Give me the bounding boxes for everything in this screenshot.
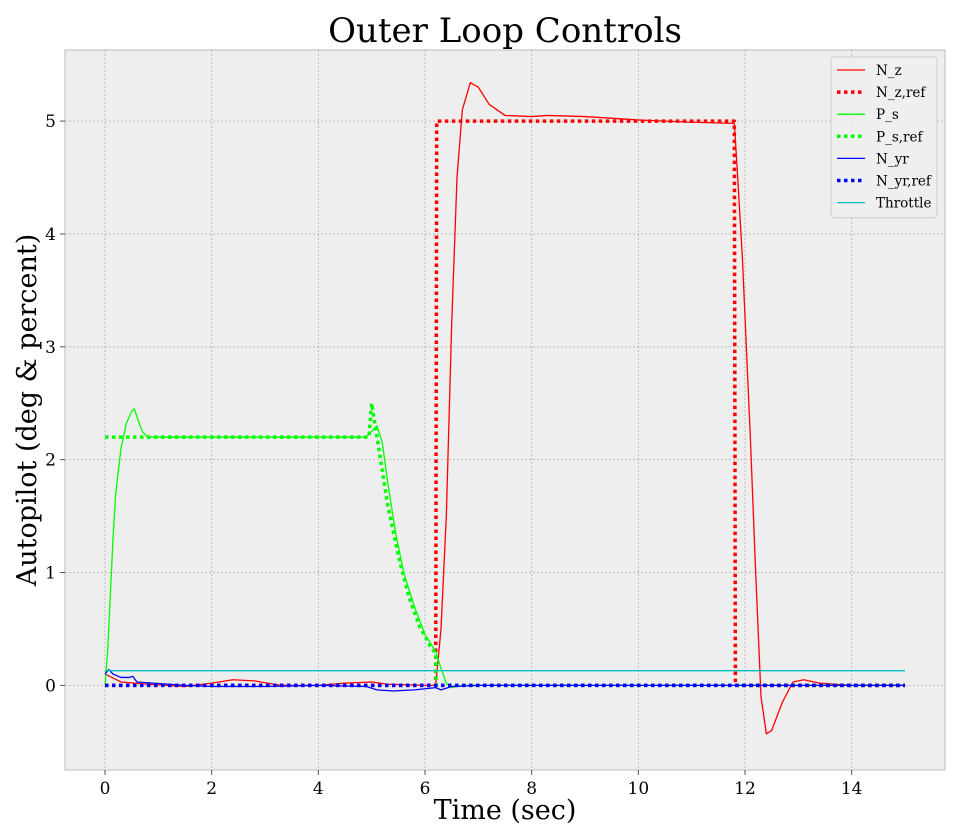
legend-label-4: P_s,ref — [876, 129, 923, 145]
y-tick-label: 4 — [45, 225, 56, 245]
y-tick-label: 2 — [45, 451, 56, 471]
x-tick-label: 12 — [734, 779, 756, 799]
y-axis-label: Autopilot (deg & percent) — [12, 234, 43, 588]
series-line-1 — [104, 82, 905, 735]
y-tick-label: 3 — [45, 338, 56, 358]
legend-label-7: Throttle — [876, 196, 931, 212]
series-line-5 — [104, 668, 905, 692]
y-tick-label: 0 — [45, 676, 56, 696]
legend: N_z N_z,ref P_s P_s,ref N_yr N_yr,ref Throttle — [830, 56, 938, 219]
legend-label-1: N_z — [876, 63, 902, 79]
x-tick-label: 0 — [100, 779, 111, 799]
x-tick-label: 6 — [420, 779, 431, 799]
legend-label-3: P_s — [876, 107, 899, 123]
x-axis-label: Time (sec) — [434, 795, 577, 826]
legend-label-5: N_yr — [876, 151, 909, 167]
legend-box — [830, 56, 938, 219]
x-axis: 0 2 4 6 8 10 12 14 — [100, 770, 863, 799]
chart-title: Outer Loop Controls — [328, 11, 682, 51]
series-layer — [104, 82, 905, 735]
x-tick-label: 2 — [206, 779, 217, 799]
legend-label-2: N_z,ref — [876, 85, 926, 101]
y-tick-label: 1 — [45, 564, 56, 584]
y-axis: 0 1 2 3 4 5 — [45, 112, 65, 696]
x-tick-label: 4 — [313, 779, 324, 799]
x-tick-label: 8 — [526, 779, 537, 799]
plot-area — [65, 50, 945, 770]
y-tick-label: 5 — [45, 112, 56, 132]
plot-frame — [64, 49, 946, 771]
legend-label-6: N_yr,ref — [876, 174, 932, 190]
x-tick-label: 10 — [628, 779, 650, 799]
series-line-4 — [105, 401, 905, 688]
x-tick-label: 14 — [841, 779, 863, 799]
